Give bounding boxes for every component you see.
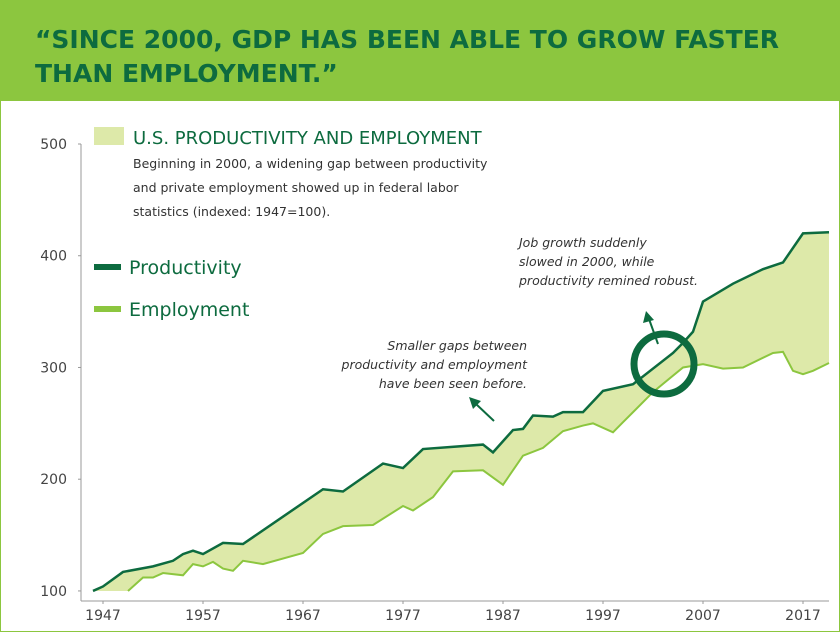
- title-swatch: [94, 127, 124, 145]
- annotation: Job growth suddenly: [516, 235, 647, 250]
- x-tick-label: 1967: [285, 608, 321, 624]
- highlight-circle: [630, 330, 698, 398]
- header-title: “SINCE 2000, GDP HAS BEEN ABLE TO GROW F…: [35, 25, 780, 88]
- annotation: productivity remined robust.: [518, 273, 698, 288]
- arrow-head: [469, 397, 481, 409]
- annotation-arrow: [648, 318, 659, 345]
- x-tick-label: 1957: [185, 608, 221, 624]
- annotation: Smaller gaps between: [387, 338, 527, 353]
- y-tick-label: 500: [40, 137, 67, 153]
- chart-subtitle: Beginning in 2000, a widening gap betwee…: [133, 156, 488, 171]
- gap-area: [93, 232, 829, 591]
- x-tick-label: 2007: [685, 608, 721, 624]
- y-tick-label: 400: [40, 249, 67, 265]
- y-tick-label: 300: [40, 360, 67, 376]
- x-tick-label: 2017: [785, 608, 821, 624]
- annotation-arrow: [475, 403, 495, 422]
- x-tick-label: 1977: [385, 608, 421, 624]
- chart-subtitle: statistics (indexed: 1947=100).: [133, 204, 330, 219]
- arrow-head: [643, 311, 654, 323]
- x-tick-label: 1987: [485, 608, 521, 624]
- chart-title: U.S. PRODUCTIVITY AND EMPLOYMENT: [133, 128, 483, 149]
- annotation: slowed in 2000, while: [519, 254, 655, 269]
- y-tick-label: 100: [40, 584, 67, 600]
- annotation: have been seen before.: [379, 376, 527, 391]
- x-tick-label: 1997: [585, 608, 621, 624]
- series-line: [127, 350, 830, 592]
- y-tick-label: 200: [40, 472, 67, 488]
- legend-label: Employment: [129, 299, 249, 321]
- header: “SINCE 2000, GDP HAS BEEN ABLE TO GROW F…: [1, 1, 839, 101]
- legend-label: Productivity: [129, 257, 242, 279]
- annotation: productivity and employment: [341, 357, 529, 372]
- x-tick-label: 1947: [85, 608, 121, 624]
- series-line: [92, 231, 830, 593]
- chart-subtitle: and private employment showed up in fede…: [133, 180, 459, 195]
